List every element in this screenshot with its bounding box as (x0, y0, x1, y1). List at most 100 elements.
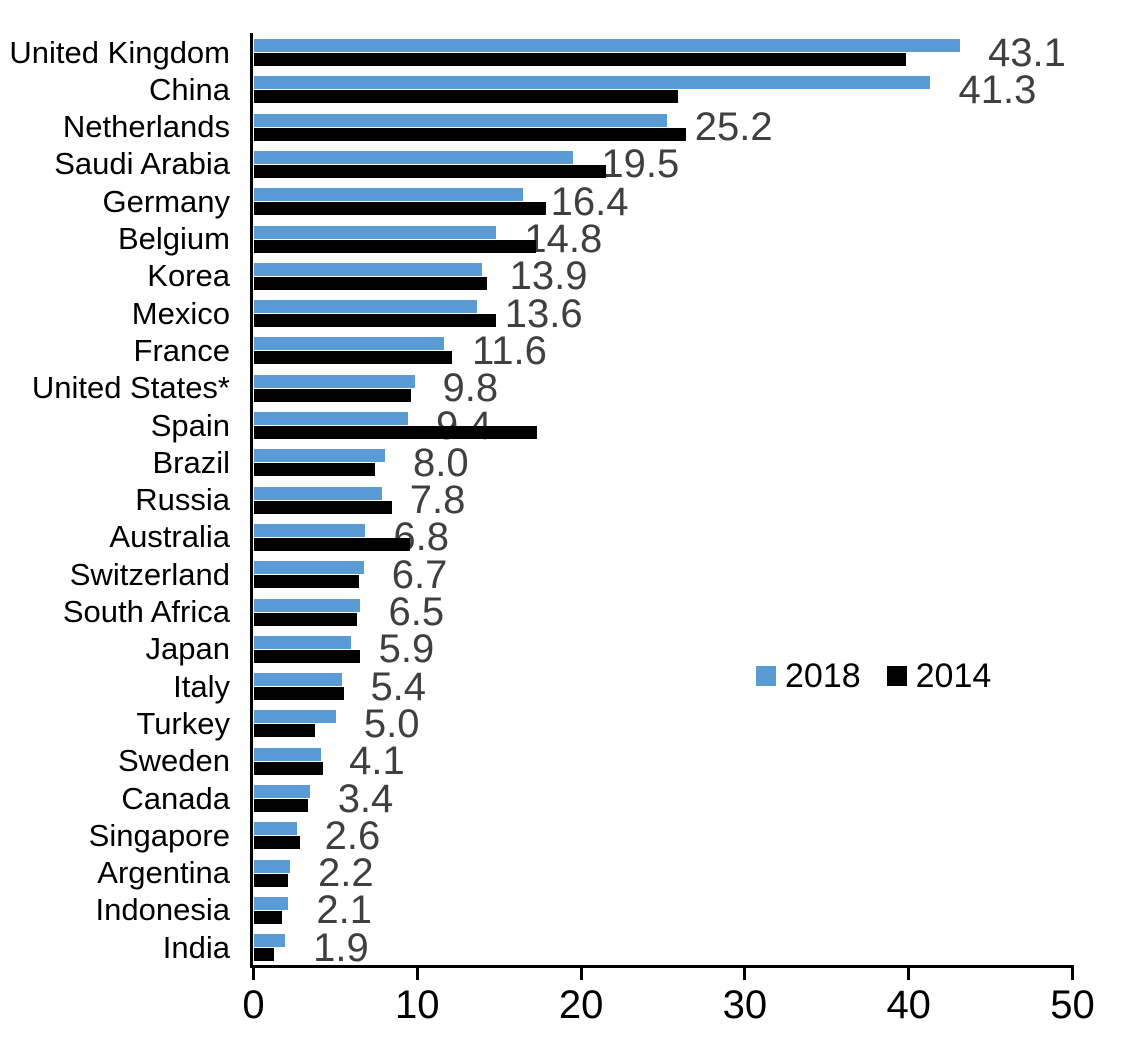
bar-2018 (254, 412, 408, 425)
bar-2014 (254, 873, 289, 887)
bar-2014 (254, 314, 497, 328)
legend-item-2018: 2018 (756, 657, 861, 696)
bar-2018 (254, 150, 574, 164)
category-label: Saudi Arabia (54, 146, 230, 182)
bar-2018 (254, 113, 667, 127)
legend-swatch-2014-icon (886, 666, 907, 686)
value-label: 25.2 (694, 105, 773, 150)
category-label: Indonesia (95, 892, 230, 928)
value-label: 3.4 (337, 776, 394, 821)
x-axis-tick-mark (743, 966, 747, 980)
bar-2018 (254, 673, 343, 687)
bar-2014 (254, 90, 679, 104)
bar-2014 (254, 649, 361, 663)
value-label: 6.8 (393, 515, 449, 560)
bar-2018 (254, 39, 960, 52)
bar-2014 (254, 836, 300, 850)
x-axis-tick-label: 50 (1050, 983, 1095, 1027)
category-label: China (149, 71, 230, 107)
x-axis-tick-label: 10 (395, 983, 440, 1027)
bar-2014 (254, 276, 487, 290)
category-label: Italy (173, 668, 230, 704)
x-axis-tick-mark (415, 966, 419, 980)
x-axis-tick-mark (579, 966, 583, 980)
value-label: 13.9 (509, 254, 588, 299)
category-label: United Kingdom (9, 34, 230, 70)
value-label: 14.8 (524, 217, 603, 261)
category-label: Germany (102, 183, 230, 219)
legend-swatch-2018-icon (756, 666, 776, 686)
bar-2018 (254, 449, 386, 463)
bar-2018 (254, 300, 477, 314)
bar-2014 (254, 388, 412, 402)
bar-2018 (254, 598, 361, 612)
value-label: 1.9 (313, 925, 369, 970)
value-label: 2.2 (318, 851, 374, 896)
legend-label-2018: 2018 (785, 656, 861, 695)
value-label: 6.5 (388, 590, 445, 634)
category-label: Belgium (118, 221, 230, 256)
bar-2018 (254, 934, 286, 948)
x-axis-tick-label: 40 (886, 983, 931, 1027)
value-label: 41.3 (958, 67, 1037, 112)
bar-2014 (254, 426, 538, 439)
bar-2018 (254, 822, 297, 836)
bar-2018 (254, 747, 322, 761)
category-label: Australia (109, 519, 230, 555)
bar-2018 (254, 76, 931, 90)
legend-item-2014: 2014 (886, 656, 992, 696)
value-label: 5.9 (378, 627, 435, 672)
x-axis-tick-label: 0 (242, 983, 265, 1027)
category-label: Turkey (136, 705, 230, 741)
x-axis-tick-label: 30 (722, 983, 768, 1027)
bar-2018 (254, 188, 523, 202)
x-axis-tick-mark (252, 966, 255, 980)
bar-2014 (254, 948, 274, 962)
bar-2018 (254, 374, 415, 388)
bar-2014 (254, 910, 282, 924)
category-label: India (162, 929, 230, 965)
bar-2014 (254, 127, 687, 141)
bar-2018 (254, 785, 310, 798)
value-label: 8.0 (413, 440, 469, 485)
category-label: Korea (147, 258, 230, 294)
value-label: 9.4 (436, 405, 492, 447)
bar-2018 (254, 859, 291, 873)
value-label: 5.0 (363, 701, 420, 746)
category-label: South Africa (62, 594, 230, 629)
x-axis-tick-mark (907, 966, 911, 980)
category-label: Argentina (97, 855, 230, 891)
bar-2014 (254, 463, 376, 477)
category-label: Singapore (88, 817, 230, 853)
legend-label-2014: 2014 (915, 656, 992, 695)
category-label: Canada (121, 780, 230, 816)
value-label: 4.1 (349, 739, 405, 784)
x-axis-line (250, 965, 1074, 968)
category-label: Sweden (117, 743, 230, 779)
bar-2018 (254, 561, 364, 575)
bar-2018 (254, 486, 382, 500)
bar-2018 (254, 523, 366, 537)
bar-2014 (254, 202, 546, 216)
value-label: 9.8 (442, 366, 499, 411)
value-label: 19.5 (601, 142, 680, 187)
value-label: 11.6 (472, 328, 547, 373)
value-label: 2.6 (324, 813, 381, 858)
value-label: 2.1 (316, 888, 372, 933)
bar-2018 (254, 262, 482, 276)
bar-2014 (254, 500, 392, 514)
category-label: Spain (150, 407, 230, 443)
category-label: France (133, 332, 230, 368)
value-label: 13.6 (504, 291, 583, 336)
bar-2018 (254, 635, 351, 649)
bar-2014 (254, 612, 358, 626)
bar-2014 (254, 53, 906, 66)
bar-2014 (254, 761, 323, 775)
bar-2014 (254, 575, 359, 589)
value-label: 16.4 (550, 179, 629, 224)
bar-2014 (254, 799, 309, 812)
bar-2018 (254, 225, 497, 239)
category-label: Brazil (152, 444, 230, 480)
bar-2018 (254, 896, 289, 910)
